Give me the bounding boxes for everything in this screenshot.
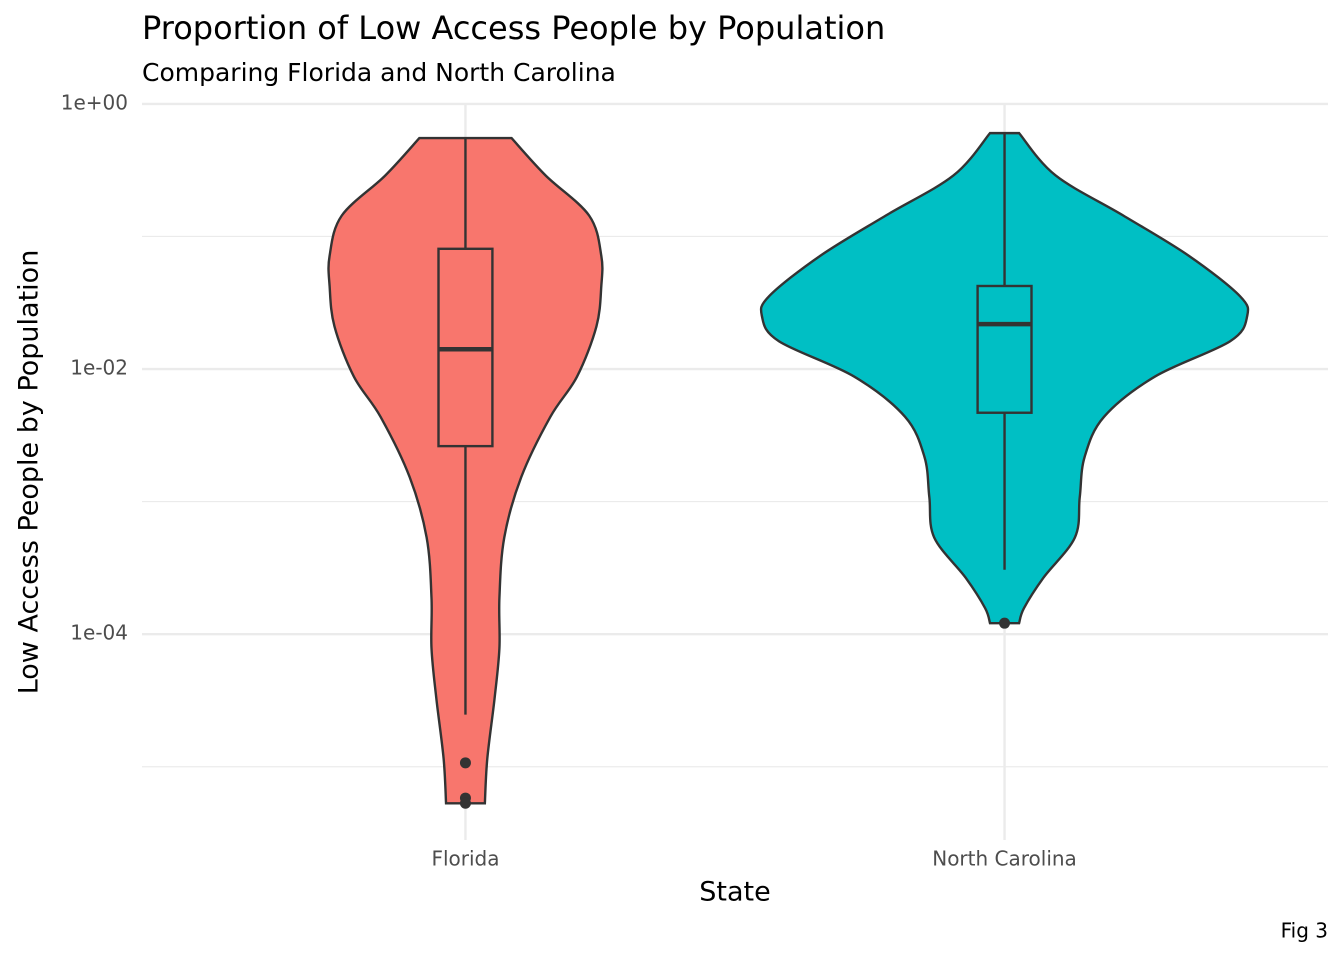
- y-tick-label: 1e+00: [61, 90, 128, 114]
- outlier: [459, 757, 471, 769]
- x-tick-label: Florida: [431, 847, 499, 871]
- x-tick-label: North Carolina: [932, 847, 1077, 871]
- chart-subtitle: Comparing Florida and North Carolina: [142, 58, 616, 87]
- outlier: [459, 797, 471, 809]
- box: [976, 284, 1033, 414]
- chart-title: Proportion of Low Access People by Popul…: [142, 9, 885, 47]
- y-tick-label: 1e-02: [70, 356, 128, 380]
- caption: Fig 3: [1281, 919, 1328, 943]
- x-axis-title: State: [699, 877, 770, 908]
- y-tick-label: 1e-04: [70, 621, 128, 645]
- y-axis-title: Low Access People by Population: [14, 250, 45, 695]
- outlier: [999, 617, 1011, 629]
